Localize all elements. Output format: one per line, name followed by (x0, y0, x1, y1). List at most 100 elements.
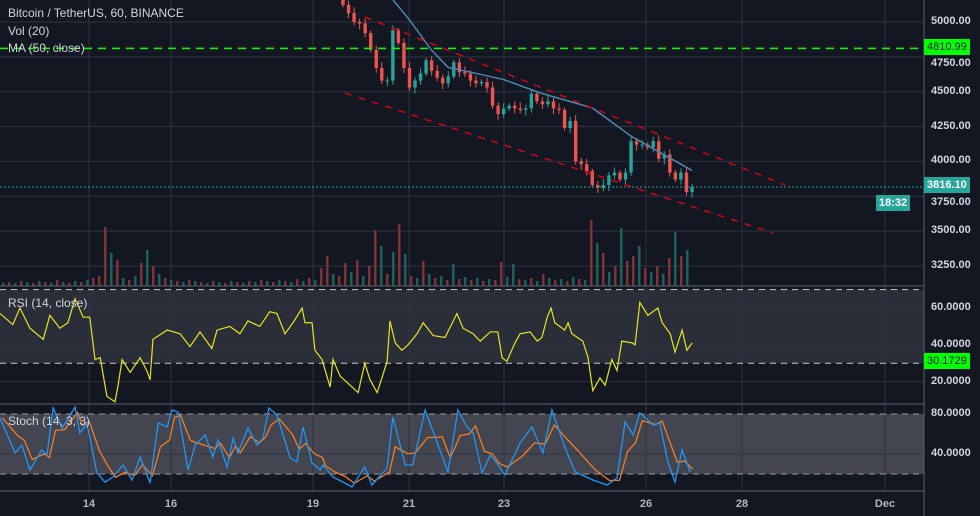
candle-body (612, 172, 617, 176)
candle-body (618, 172, 622, 180)
volume-bar (284, 281, 287, 286)
candle-body (690, 187, 694, 193)
candle-body (352, 12, 356, 22)
volume-bar (338, 276, 341, 286)
volume-bar (302, 281, 305, 286)
volume-bar (2, 283, 5, 286)
stoch-pane[interactable] (0, 405, 924, 488)
volume-bar (620, 228, 623, 286)
candle-body (629, 141, 633, 173)
candle-body (457, 62, 462, 73)
volume-bar (242, 283, 245, 286)
volume-bar (524, 280, 527, 286)
candle-body (524, 108, 528, 110)
time-axis-label: 19 (306, 498, 320, 510)
volume-bar (254, 282, 257, 286)
volume-bar (164, 278, 167, 286)
volume-bar (308, 278, 311, 286)
rsi-line (0, 297, 693, 403)
price-axis-label: 4250.00 (931, 119, 971, 132)
candle-body (501, 108, 506, 115)
candle-body (474, 80, 478, 84)
volume-bar (80, 282, 83, 286)
volume-bar (554, 280, 557, 286)
candle-body (413, 80, 417, 88)
candle-body (535, 93, 539, 102)
candle-body (380, 68, 384, 81)
candle-body (562, 109, 567, 128)
candle-body (490, 87, 495, 106)
candle-body (346, 4, 351, 13)
volume-bar (200, 282, 203, 286)
volume-bar (686, 250, 689, 286)
volume-bar (218, 282, 221, 286)
volume-bar (446, 280, 449, 286)
volume-bar (488, 279, 491, 286)
volume-bar (278, 280, 281, 286)
volume-bar (248, 281, 251, 286)
volume-bar (656, 266, 659, 286)
price-axis-label: 4750.00 (931, 57, 971, 69)
volume-bar (536, 281, 539, 286)
last-price-tag: 3816.10 (924, 177, 970, 193)
stoch-axis-label: 40.0000 (931, 447, 971, 459)
volume-bar (8, 282, 11, 286)
volume-bar (20, 281, 23, 286)
volume-bar (332, 274, 335, 286)
candle-body (441, 77, 445, 84)
volume-bar (494, 280, 497, 286)
volume-bar (38, 281, 41, 286)
ma-legend[interactable]: MA (50, close) (8, 41, 85, 55)
volume-bar (668, 258, 671, 286)
candle-body (407, 68, 412, 88)
candle-body (341, 0, 345, 5)
volume-bar (146, 250, 149, 286)
level-price-tag: 4810.99 (924, 39, 970, 55)
volume-bar (560, 279, 563, 286)
rsi-legend[interactable]: RSI (14, close) (8, 296, 88, 310)
volume-bar (476, 278, 479, 286)
volume-bar (644, 268, 647, 286)
volume-bar (422, 261, 425, 286)
volume-bar (50, 283, 53, 286)
candle-body (651, 141, 655, 148)
stoch-band (0, 414, 924, 474)
upper-trend-line (364, 16, 786, 186)
candle-body (468, 73, 473, 81)
volume-bar (572, 277, 575, 286)
volume-bar (614, 266, 617, 286)
volume-bar (212, 281, 215, 286)
stoch-legend[interactable]: Stoch (14, 3, 3) (8, 414, 91, 428)
volume-bar (14, 283, 17, 286)
volume-bar (140, 263, 143, 286)
volume-bar (98, 276, 101, 286)
candle-body (496, 105, 500, 115)
volume-bar (116, 260, 119, 286)
volume-bar (266, 281, 269, 286)
volume-bar (362, 276, 365, 286)
pane-separators[interactable] (0, 0, 925, 516)
volume-bar (518, 279, 521, 286)
volume-bar (290, 282, 293, 286)
candle-body (463, 72, 467, 74)
ma-line (392, 0, 693, 172)
volume-bar (566, 281, 569, 286)
candle-body (679, 172, 683, 180)
candle-body (402, 42, 406, 69)
candle-body (573, 120, 578, 162)
volume-bar (272, 282, 275, 286)
chart-title[interactable]: Bitcoin / TetherUS, 60, BINANCE (8, 6, 184, 20)
volume-bar (440, 276, 443, 286)
candle-body (601, 185, 606, 188)
volume-legend[interactable]: Vol (20) (8, 24, 50, 38)
volume-bar (206, 283, 209, 286)
volume-bar (578, 279, 581, 286)
candle-body (585, 164, 589, 172)
volume-bar (62, 282, 65, 286)
volume-bar (320, 268, 323, 286)
volume-bar (188, 280, 191, 286)
rsi-pane[interactable] (0, 289, 924, 403)
volume-bar (374, 230, 377, 286)
volume-bar (542, 274, 545, 286)
